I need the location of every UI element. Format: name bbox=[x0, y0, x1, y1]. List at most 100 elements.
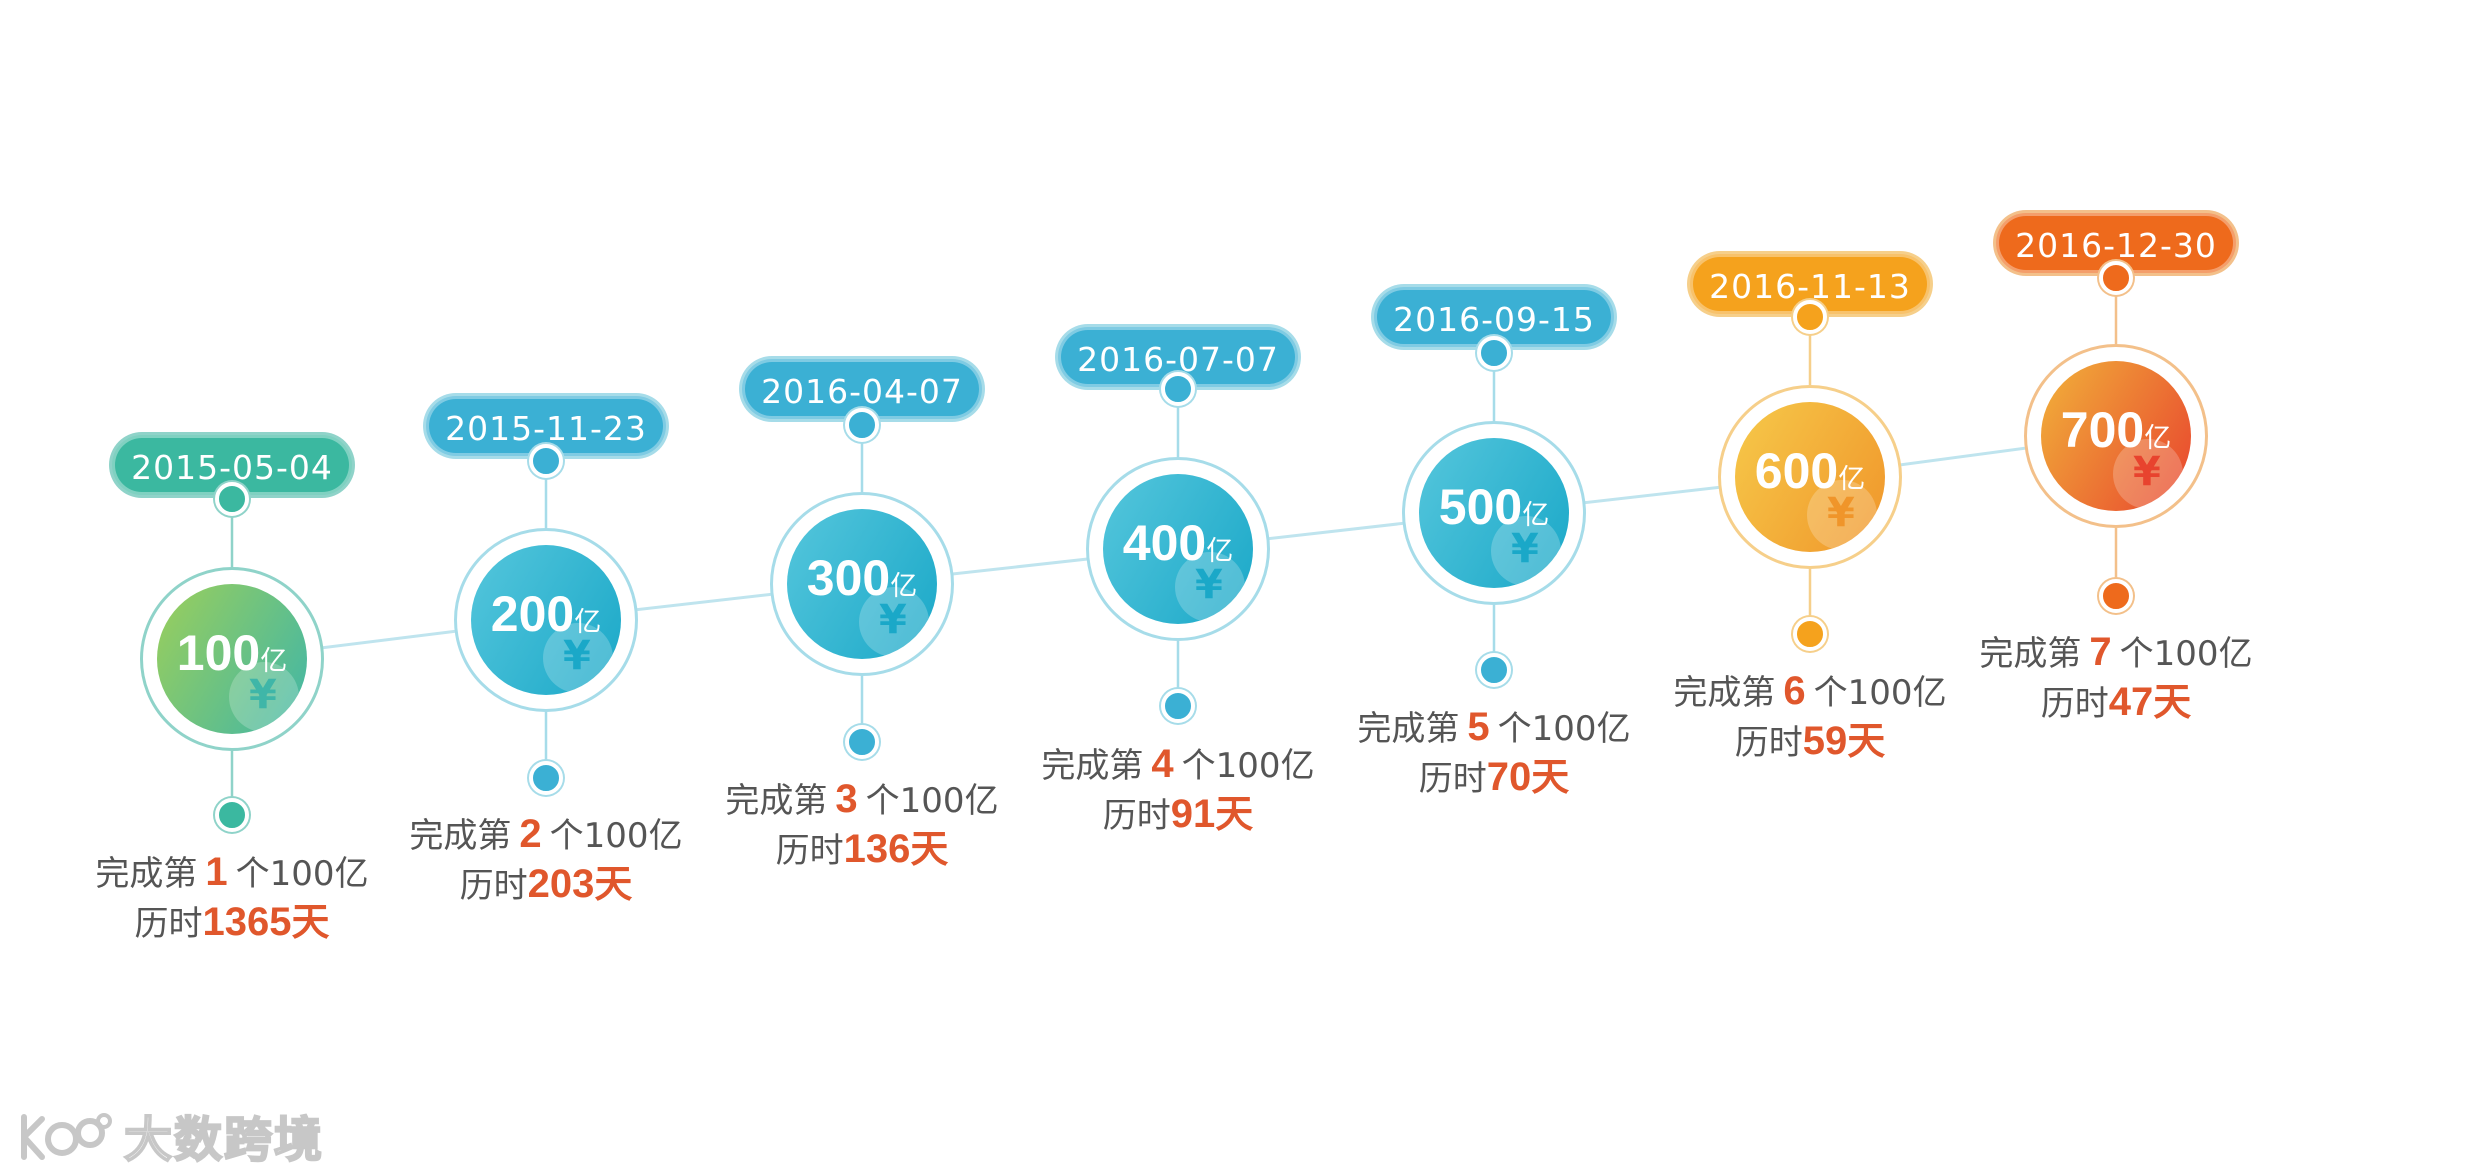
duration-prefix: 历时 bbox=[459, 866, 528, 906]
milestone-ordinal: 5 bbox=[1467, 705, 1490, 749]
milestone-caption: 完成第 2 个100亿 历时203天 bbox=[376, 810, 716, 910]
duration-prefix: 历时 bbox=[1102, 796, 1171, 836]
milestone-caption: 完成第 4 个100亿 历时91天 bbox=[1008, 740, 1348, 840]
milestone-amount: 200亿 bbox=[471, 585, 621, 643]
caption-line-duration: 历时203天 bbox=[376, 860, 716, 910]
milestone-amount: 400亿 bbox=[1103, 514, 1253, 572]
milestone-amount: 500亿 bbox=[1419, 478, 1569, 536]
milestone-circle-fill: ¥400亿 bbox=[1103, 474, 1253, 624]
caption-line-duration: 历时59天 bbox=[1640, 717, 1980, 767]
milestone-bottom-dot bbox=[529, 761, 563, 795]
milestone-circle: ¥100亿 bbox=[140, 567, 324, 751]
yen-icon: ¥ bbox=[2133, 449, 2161, 495]
duration-days: 136 bbox=[843, 827, 911, 871]
milestone-ordinal: 1 bbox=[205, 850, 228, 894]
milestone-caption: 完成第 6 个100亿 历时59天 bbox=[1640, 667, 1980, 767]
caption-line-completed: 完成第 1 个100亿 bbox=[62, 848, 402, 898]
milestone-circle-fill: ¥500亿 bbox=[1419, 438, 1569, 588]
amount-unit: 亿 bbox=[1522, 500, 1550, 531]
caption-suffix: 个100亿 bbox=[549, 816, 683, 856]
duration-suffix: 天 bbox=[910, 827, 949, 871]
caption-line-duration: 历时1365天 bbox=[62, 898, 402, 948]
duration-days: 91 bbox=[1170, 792, 1216, 836]
yen-icon: ¥ bbox=[1195, 562, 1223, 608]
caption-prefix: 完成第 bbox=[725, 781, 828, 821]
duration-days: 1365 bbox=[202, 900, 292, 944]
milestone-circle: ¥600亿 bbox=[1718, 385, 1902, 569]
duration-suffix: 天 bbox=[1531, 755, 1570, 799]
amount-unit: 亿 bbox=[2144, 423, 2172, 454]
amount-number: 600 bbox=[1754, 443, 1839, 499]
yen-icon: ¥ bbox=[249, 672, 277, 718]
duration-suffix: 天 bbox=[1215, 792, 1254, 836]
caption-suffix: 个100亿 bbox=[1181, 746, 1315, 786]
caption-prefix: 完成第 bbox=[1357, 709, 1460, 749]
amount-number: 700 bbox=[2060, 402, 2145, 458]
yen-icon: ¥ bbox=[879, 597, 907, 643]
milestone-ordinal: 7 bbox=[2089, 630, 2112, 674]
circle-glow bbox=[1807, 480, 1877, 550]
milestone-bottom-dot bbox=[215, 798, 249, 832]
caption-prefix: 完成第 bbox=[1979, 634, 2082, 674]
milestone-caption: 完成第 5 个100亿 历时70天 bbox=[1324, 703, 1664, 803]
caption-prefix: 完成第 bbox=[409, 816, 512, 856]
milestone-bottom-dot bbox=[1161, 689, 1195, 723]
milestone-top-dot bbox=[529, 444, 563, 478]
milestone-top-dot bbox=[1161, 372, 1195, 406]
circle-glow bbox=[229, 662, 299, 732]
caption-line-duration: 历时91天 bbox=[1008, 790, 1348, 840]
yen-icon: ¥ bbox=[563, 633, 591, 679]
caption-line-completed: 完成第 4 个100亿 bbox=[1008, 740, 1348, 790]
milestone-ordinal: 6 bbox=[1783, 669, 1806, 713]
milestone-caption: 完成第 7 个100亿 历时47天 bbox=[1946, 628, 2286, 728]
duration-days: 203 bbox=[527, 862, 595, 906]
milestone-amount: 700亿 bbox=[2041, 401, 2191, 459]
yen-icon: ¥ bbox=[1511, 526, 1539, 572]
caption-line-completed: 完成第 6 个100亿 bbox=[1640, 667, 1980, 717]
yen-icon: ¥ bbox=[1827, 490, 1855, 536]
milestone-ordinal: 2 bbox=[519, 812, 542, 856]
milestone-top-dot bbox=[1477, 336, 1511, 370]
duration-prefix: 历时 bbox=[1418, 759, 1487, 799]
milestone-amount: 300亿 bbox=[787, 549, 937, 607]
caption-line-duration: 历时70天 bbox=[1324, 753, 1664, 803]
caption-line-completed: 完成第 7 个100亿 bbox=[1946, 628, 2286, 678]
milestone-top-dot bbox=[845, 408, 879, 442]
watermark-text: 大数跨境 bbox=[123, 1111, 325, 1169]
circle-glow bbox=[859, 587, 929, 657]
circle-glow bbox=[2113, 439, 2183, 509]
circle-glow bbox=[1175, 552, 1245, 622]
caption-line-completed: 完成第 3 个100亿 bbox=[692, 775, 1032, 825]
caption-line-duration: 历时47天 bbox=[1946, 678, 2286, 728]
milestone-circle-fill: ¥600亿 bbox=[1735, 402, 1885, 552]
milestone-circle: ¥500亿 bbox=[1402, 421, 1586, 605]
milestone-top-dot bbox=[1793, 300, 1827, 334]
milestone-ordinal: 3 bbox=[835, 777, 858, 821]
caption-prefix: 完成第 bbox=[1041, 746, 1144, 786]
milestone-amount: 100亿 bbox=[157, 624, 307, 682]
kuajing-logo-icon bbox=[21, 1113, 112, 1160]
amount-unit: 亿 bbox=[890, 571, 918, 602]
caption-line-completed: 完成第 2 个100亿 bbox=[376, 810, 716, 860]
milestone-top-dot bbox=[2099, 261, 2133, 295]
circle-glow bbox=[543, 623, 613, 693]
watermark: 大数跨境 bbox=[14, 1100, 324, 1170]
amount-number: 100 bbox=[176, 625, 261, 681]
duration-suffix: 天 bbox=[1847, 719, 1886, 763]
milestone-caption: 完成第 1 个100亿 历时1365天 bbox=[62, 848, 402, 948]
amount-unit: 亿 bbox=[1206, 536, 1234, 567]
amount-number: 300 bbox=[806, 550, 891, 606]
milestone-ordinal: 4 bbox=[1151, 742, 1174, 786]
duration-suffix: 天 bbox=[291, 900, 330, 944]
caption-suffix: 个100亿 bbox=[865, 781, 999, 821]
caption-line-duration: 历时136天 bbox=[692, 825, 1032, 875]
duration-prefix: 历时 bbox=[2040, 684, 2109, 724]
milestone-circle-fill: ¥700亿 bbox=[2041, 361, 2191, 511]
caption-suffix: 个100亿 bbox=[1497, 709, 1631, 749]
duration-prefix: 历时 bbox=[1734, 723, 1803, 763]
milestone-top-dot bbox=[215, 482, 249, 516]
amount-unit: 亿 bbox=[1838, 464, 1866, 495]
milestone-bottom-dot bbox=[1477, 653, 1511, 687]
caption-prefix: 完成第 bbox=[95, 854, 198, 894]
